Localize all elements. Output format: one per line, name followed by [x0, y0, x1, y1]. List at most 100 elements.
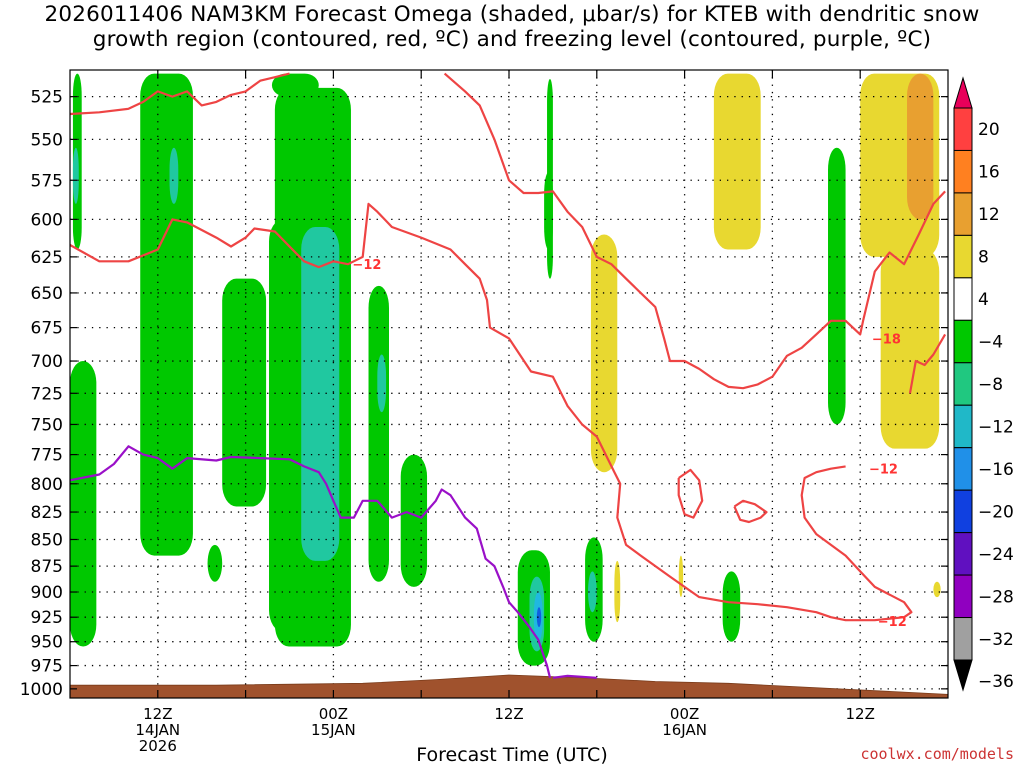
omega-teal-region [377, 354, 387, 413]
omega-teal-region [301, 226, 340, 561]
colorbar-segment [953, 532, 973, 576]
omega-green-region [207, 544, 223, 582]
omega-green-region [269, 219, 302, 632]
colorbar-segment [953, 617, 973, 661]
omega-teal-region [169, 147, 179, 204]
colorbar-label: −20 [978, 502, 1014, 522]
colorbar-label: −8 [978, 375, 1003, 395]
omega-green-region [368, 285, 390, 582]
y-tick-label: 850 [31, 530, 63, 550]
chart-title: 2026011406 NAM3KM Forecast Omega (shaded… [0, 2, 1024, 52]
x-tick-label: 16JAN [662, 721, 707, 739]
omega-shading [70, 73, 941, 666]
x-tick-label: 2026 [139, 737, 177, 755]
colorbar-label: 12 [978, 205, 1000, 225]
omega-blue-region [536, 607, 542, 628]
colorbar-segment [953, 489, 973, 534]
y-tick-label: 1000 [20, 680, 63, 700]
chart-title-line-2: growth region (contoured, red, ºC) and f… [92, 27, 932, 52]
colorbar-label: 16 [978, 163, 1000, 183]
y-tick-label: 975 [31, 657, 63, 677]
colorbar-label: −32 [978, 630, 1014, 650]
dgz-contour-line [677, 468, 704, 519]
y-tick-label: 675 [31, 319, 63, 339]
colorbar-segment [953, 234, 973, 279]
colorbar-segment [953, 319, 973, 364]
colorbar-label: −24 [978, 545, 1014, 565]
colorbar-segment [953, 447, 973, 491]
colorbar: 20 16 12 8 4 −4 −8 −12 −16 −20 −24 −28 −32 −36 [953, 76, 1014, 692]
y-tick-label: 925 [31, 608, 63, 628]
colorbar-segment [953, 107, 973, 151]
terrain [70, 674, 948, 698]
x-tick-label: 12Z [494, 705, 523, 723]
y-tick-label: 575 [31, 171, 63, 191]
y-tick-label: 725 [31, 384, 63, 404]
contour-label: −12 [869, 463, 898, 478]
omega-green-region [722, 571, 741, 642]
colorbar-label: −4 [978, 333, 1003, 353]
omega-green-region [828, 147, 846, 425]
omega-green-region [544, 172, 553, 250]
omega-yellow-region [590, 234, 618, 473]
colorbar-segment [953, 149, 973, 194]
colorbar-segment [953, 192, 973, 236]
colorbar-segment [953, 574, 973, 619]
colorbar-top-arrow [953, 76, 973, 109]
contour-label: −12 [878, 615, 907, 630]
y-tick-label: 600 [31, 210, 63, 230]
x-tick-label: 12Z [846, 705, 875, 723]
contour-labels: −12 −18 −12 −12 [352, 258, 906, 630]
x-tick-label: 12Z [143, 705, 172, 723]
omega-teal-region [72, 147, 79, 204]
colorbar-label: −12 [978, 417, 1014, 437]
y-tick-label: 650 [31, 284, 63, 304]
y-tick-label: 775 [31, 446, 63, 466]
y-tick-label: 900 [31, 583, 63, 603]
omega-yellow-region [933, 581, 941, 598]
contour-label: −18 [872, 332, 901, 347]
y-tick-label: 550 [31, 130, 63, 150]
dgz-contour-line [70, 202, 913, 622]
x-tick-label: 15JAN [311, 721, 356, 739]
y-axis: 525 550 575 600 625 650 675 700 725 750 775 800 825 8… [20, 88, 948, 700]
omega-green-region [70, 361, 97, 647]
omega-green-region [222, 278, 267, 507]
freezing-level-contour-line [552, 674, 597, 679]
contour-label: −12 [352, 258, 381, 273]
omega-yellow-region [678, 555, 684, 598]
colorbar-label: −28 [978, 587, 1014, 607]
omega-green-region [400, 454, 428, 587]
omega-green-region [140, 73, 193, 556]
freezing-level-contour-line [70, 445, 552, 679]
omega-orange-region [907, 73, 934, 220]
y-tick-label: 525 [31, 88, 63, 108]
omega-teal-region [588, 571, 597, 613]
y-tick-label: 875 [31, 557, 63, 577]
y-tick-label: 800 [31, 475, 63, 495]
terrain-ground [70, 674, 948, 698]
dgz-contour-line [733, 499, 768, 524]
omega-yellow-region [880, 249, 940, 449]
y-tick-label: 750 [31, 415, 63, 435]
dgz-contour-line [443, 72, 946, 390]
omega-yellow-region [614, 560, 621, 623]
y-tick-label: 950 [31, 633, 63, 653]
colorbar-label: −16 [978, 460, 1014, 480]
chart-title-line-1: 2026011406 NAM3KM Forecast Omega (shaded… [44, 2, 980, 27]
colorbar-label: 20 [978, 120, 1000, 140]
colorbar-segment [953, 404, 973, 449]
temperature-contours [70, 72, 947, 679]
colorbar-label: 8 [978, 248, 989, 268]
dgz-contour-line [70, 72, 290, 116]
y-tick-label: 700 [31, 352, 63, 372]
colorbar-label: 4 [978, 290, 989, 310]
x-tick-label: 00Z [319, 705, 348, 723]
colorbar-label: −36 [978, 672, 1014, 692]
x-tick-label: 14JAN [135, 721, 180, 739]
colorbar-segment [953, 277, 973, 321]
x-axis-title: Forecast Time (UTC) [416, 744, 608, 766]
credit-text: coolwx.com/models [860, 745, 1014, 763]
y-tick-label: 625 [31, 248, 63, 268]
